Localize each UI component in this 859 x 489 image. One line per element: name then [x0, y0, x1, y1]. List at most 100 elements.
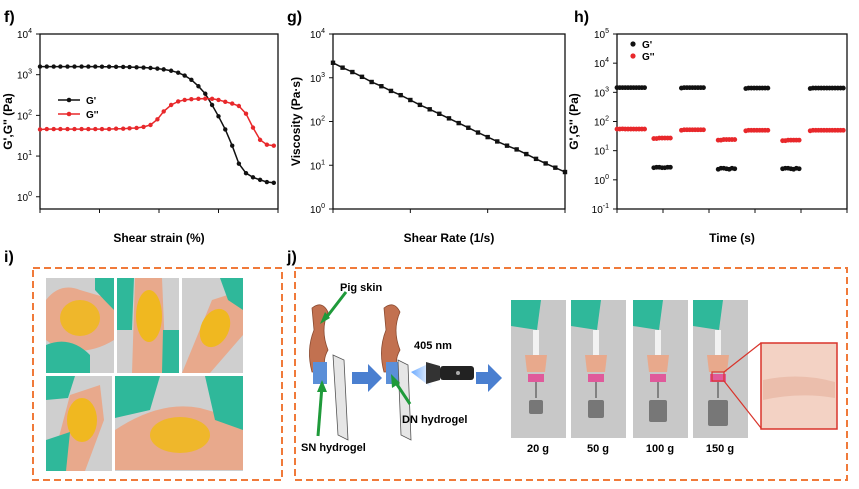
y-tick-base: 10 — [310, 118, 322, 129]
legend-marker-h — [630, 53, 636, 59]
flashlight-icon — [426, 362, 474, 384]
clip — [528, 374, 544, 382]
data-point-f — [141, 124, 146, 130]
data-point-g — [340, 65, 345, 70]
data-point-f — [155, 66, 160, 71]
data-point-f — [120, 126, 126, 131]
y-tick-exponent: 2 — [28, 109, 32, 116]
y-tick-label-g: 102 — [310, 116, 325, 129]
glove-shape — [511, 300, 541, 330]
y-tick-base: 10 — [592, 205, 604, 216]
plot-frame-g — [332, 33, 566, 210]
photo-i-4 — [46, 376, 112, 471]
weight-block — [649, 400, 667, 422]
data-point-f — [196, 96, 201, 102]
data-point-g — [330, 60, 336, 65]
y-tick-exponent: 3 — [28, 69, 32, 76]
data-point-f — [236, 103, 242, 109]
data-point-g — [379, 84, 384, 89]
y-tick-label-h: 100 — [594, 174, 609, 187]
data-point-f — [223, 99, 228, 105]
panel-letter-h: h) — [574, 9, 589, 26]
panel-letter-f: f) — [4, 9, 15, 26]
data-point-g — [466, 125, 471, 130]
glass-slide — [655, 330, 661, 355]
data-point-f — [134, 65, 139, 70]
arrow-1 — [352, 364, 382, 392]
panel-j-adhesion: Pig skin SN hydrogel DN hydrogel 405 nm … — [294, 267, 848, 481]
data-point-f — [182, 97, 187, 103]
y-tick-label-f: 103 — [17, 69, 32, 82]
data-point-f — [175, 99, 181, 104]
data-point-g — [514, 147, 519, 152]
data-point-f — [271, 180, 277, 186]
legend-label-h: G'' — [642, 52, 655, 63]
skin-sample — [707, 355, 729, 372]
y-tick-base: 10 — [17, 30, 29, 41]
data-point-f — [161, 67, 166, 72]
data-point-f — [134, 125, 139, 131]
panel-i-photos — [32, 267, 283, 481]
glove-shape — [571, 300, 601, 330]
data-point-f — [93, 64, 98, 69]
data-point-f — [257, 177, 263, 183]
data-point-h — [642, 85, 647, 91]
data-point-g — [456, 120, 461, 126]
data-point-f — [79, 126, 84, 132]
data-point-f — [141, 65, 146, 70]
data-point-f — [113, 64, 119, 70]
data-point-f — [203, 91, 208, 96]
x-axis-label-g: Shear Rate (1/s) — [404, 231, 495, 245]
legend-label-f: G' — [86, 96, 96, 107]
y-tick-label-h: 102 — [594, 116, 609, 129]
data-point-g — [369, 79, 374, 85]
data-point-h — [701, 85, 706, 91]
x-axis-label-h: Time (s) — [709, 231, 755, 245]
data-point-f — [250, 125, 256, 130]
data-point-f — [86, 126, 91, 132]
legend-label-f: G'' — [86, 110, 99, 121]
glove-shape — [693, 300, 723, 330]
weight-label: 150 g — [706, 443, 734, 455]
data-point-g — [427, 107, 432, 112]
data-point-g — [543, 161, 548, 166]
data-point-g — [417, 102, 423, 108]
y-tick-base: 10 — [17, 111, 29, 122]
data-point-f — [230, 101, 235, 106]
data-point-f — [106, 64, 112, 69]
sn-hydrogel-label: SN hydrogel — [301, 442, 366, 454]
data-point-h — [796, 137, 802, 143]
photo-i-3 — [182, 278, 243, 373]
y-tick-label-g: 103 — [310, 72, 325, 85]
data-point-f — [230, 143, 235, 148]
data-point-f — [243, 170, 249, 176]
data-point-f — [161, 109, 166, 114]
weight-block — [708, 400, 728, 426]
data-point-f — [44, 126, 49, 132]
legend-marker-f — [66, 111, 72, 117]
y-tick-label-f: 104 — [17, 28, 32, 41]
data-point-f — [209, 96, 215, 102]
weight-label: 20 g — [527, 443, 549, 455]
y-tick-exponent: 4 — [605, 57, 609, 64]
y-tick-base: 10 — [594, 88, 606, 99]
light-wavelength-label: 405 nm — [414, 340, 452, 352]
y-tick-exponent: 1 — [321, 159, 325, 166]
data-point-f — [37, 64, 43, 69]
skin-sample — [585, 355, 607, 372]
y-tick-exponent: -1 — [603, 203, 609, 210]
glass-slide — [715, 330, 721, 355]
y-tick-base: 10 — [594, 118, 606, 129]
data-point-f — [236, 161, 242, 166]
data-point-g — [408, 97, 413, 103]
data-point-h — [667, 164, 673, 170]
data-point-f — [148, 122, 153, 128]
y-tick-label-g: 101 — [310, 159, 325, 172]
x-axis-label-f: Shear strain (%) — [113, 231, 204, 245]
data-point-f — [37, 127, 43, 132]
clip — [650, 374, 666, 382]
data-point-f — [243, 111, 249, 116]
y-tick-base: 10 — [310, 74, 322, 85]
data-point-f — [120, 64, 126, 70]
panel-letter-j: j) — [286, 249, 297, 266]
